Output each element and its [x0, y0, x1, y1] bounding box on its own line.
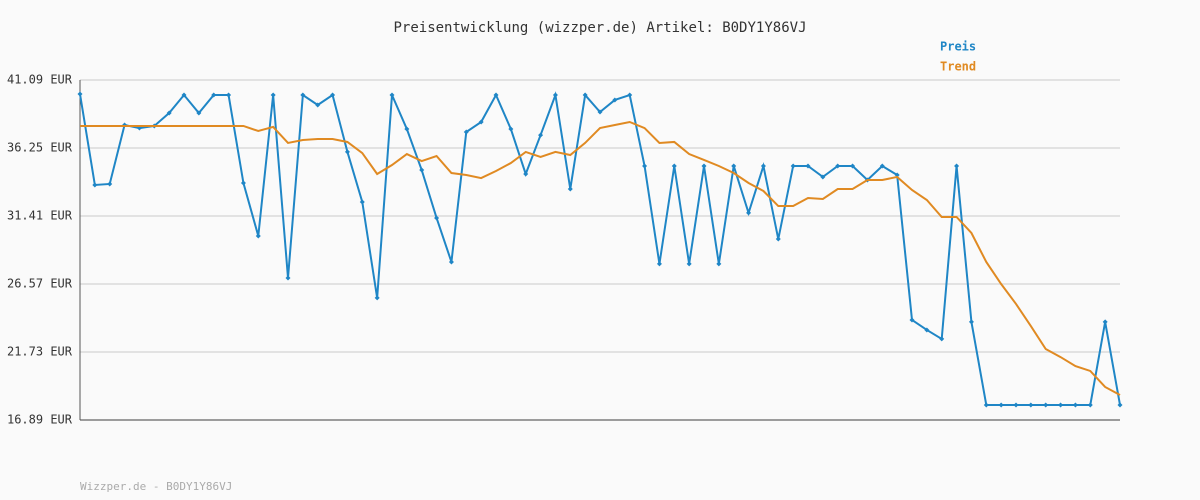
- point-marker: [315, 102, 321, 108]
- y-tick-label: 41.09 EUR: [7, 73, 73, 87]
- point-marker: [552, 92, 558, 98]
- point-marker: [954, 163, 960, 169]
- point-marker: [716, 261, 722, 267]
- point-marker: [701, 163, 707, 169]
- point-marker: [909, 317, 915, 323]
- point-marker: [211, 92, 217, 98]
- point-marker: [270, 92, 276, 98]
- legend-entry: Trend: [940, 60, 976, 74]
- point-marker: [746, 210, 752, 216]
- point-marker: [835, 163, 841, 169]
- point-marker: [612, 97, 618, 103]
- point-marker: [434, 215, 440, 221]
- point-marker: [523, 171, 529, 177]
- point-marker: [493, 92, 499, 98]
- point-marker: [92, 182, 98, 188]
- point-marker: [686, 261, 692, 267]
- point-marker: [538, 132, 544, 138]
- point-marker: [1072, 402, 1078, 408]
- point-marker: [1102, 319, 1108, 325]
- y-tick-label: 36.25 EUR: [7, 141, 73, 155]
- point-marker: [344, 149, 350, 155]
- point-marker: [389, 92, 395, 98]
- point-marker: [597, 109, 603, 115]
- point-marker: [285, 275, 291, 281]
- y-tick-label: 21.73 EUR: [7, 345, 73, 359]
- point-marker: [567, 186, 573, 192]
- point-marker: [330, 92, 336, 98]
- point-marker: [448, 259, 454, 265]
- point-marker: [478, 119, 484, 125]
- point-marker: [998, 402, 1004, 408]
- point-marker: [656, 261, 662, 267]
- point-marker: [968, 319, 974, 325]
- point-marker: [1013, 402, 1019, 408]
- series-line: [80, 120, 1121, 396]
- footer: Wizzper.de - B0DY1Y86VJ: [80, 480, 232, 493]
- point-marker: [775, 236, 781, 242]
- point-marker: [300, 92, 306, 98]
- point-marker: [166, 110, 172, 116]
- point-marker: [1043, 402, 1049, 408]
- y-tick-label: 16.89 EUR: [7, 413, 73, 427]
- point-marker: [983, 402, 989, 408]
- point-marker: [196, 110, 202, 116]
- point-marker: [582, 92, 588, 98]
- point-marker: [1087, 402, 1093, 408]
- chart-title: Preisentwicklung (wizzper.de) Artikel: B…: [393, 20, 806, 36]
- point-marker: [240, 180, 246, 186]
- point-marker: [463, 129, 469, 135]
- point-marker: [627, 92, 633, 98]
- point-marker: [374, 295, 380, 301]
- point-marker: [805, 163, 811, 169]
- point-marker: [419, 167, 425, 173]
- point-marker: [642, 163, 648, 169]
- point-marker: [939, 336, 945, 342]
- point-marker: [181, 92, 187, 98]
- point-marker: [107, 181, 113, 187]
- legend-entry: Preis: [940, 40, 976, 54]
- point-marker: [850, 163, 856, 169]
- y-tick-label: 31.41 EUR: [7, 209, 73, 223]
- point-marker: [255, 233, 261, 239]
- point-marker: [77, 91, 83, 97]
- point-marker: [404, 126, 410, 132]
- point-marker: [760, 163, 766, 169]
- point-marker: [1028, 402, 1034, 408]
- point-marker: [879, 163, 885, 169]
- point-marker: [136, 125, 142, 131]
- point-marker: [359, 199, 365, 205]
- point-marker: [790, 163, 796, 169]
- point-marker: [924, 327, 930, 333]
- point-marker: [731, 163, 737, 169]
- point-marker: [1117, 402, 1123, 408]
- point-marker: [226, 92, 232, 98]
- point-marker: [508, 126, 514, 132]
- y-tick-label: 26.57 EUR: [7, 277, 73, 291]
- point-marker: [820, 174, 826, 180]
- point-marker: [671, 163, 677, 169]
- point-marker: [1058, 402, 1064, 408]
